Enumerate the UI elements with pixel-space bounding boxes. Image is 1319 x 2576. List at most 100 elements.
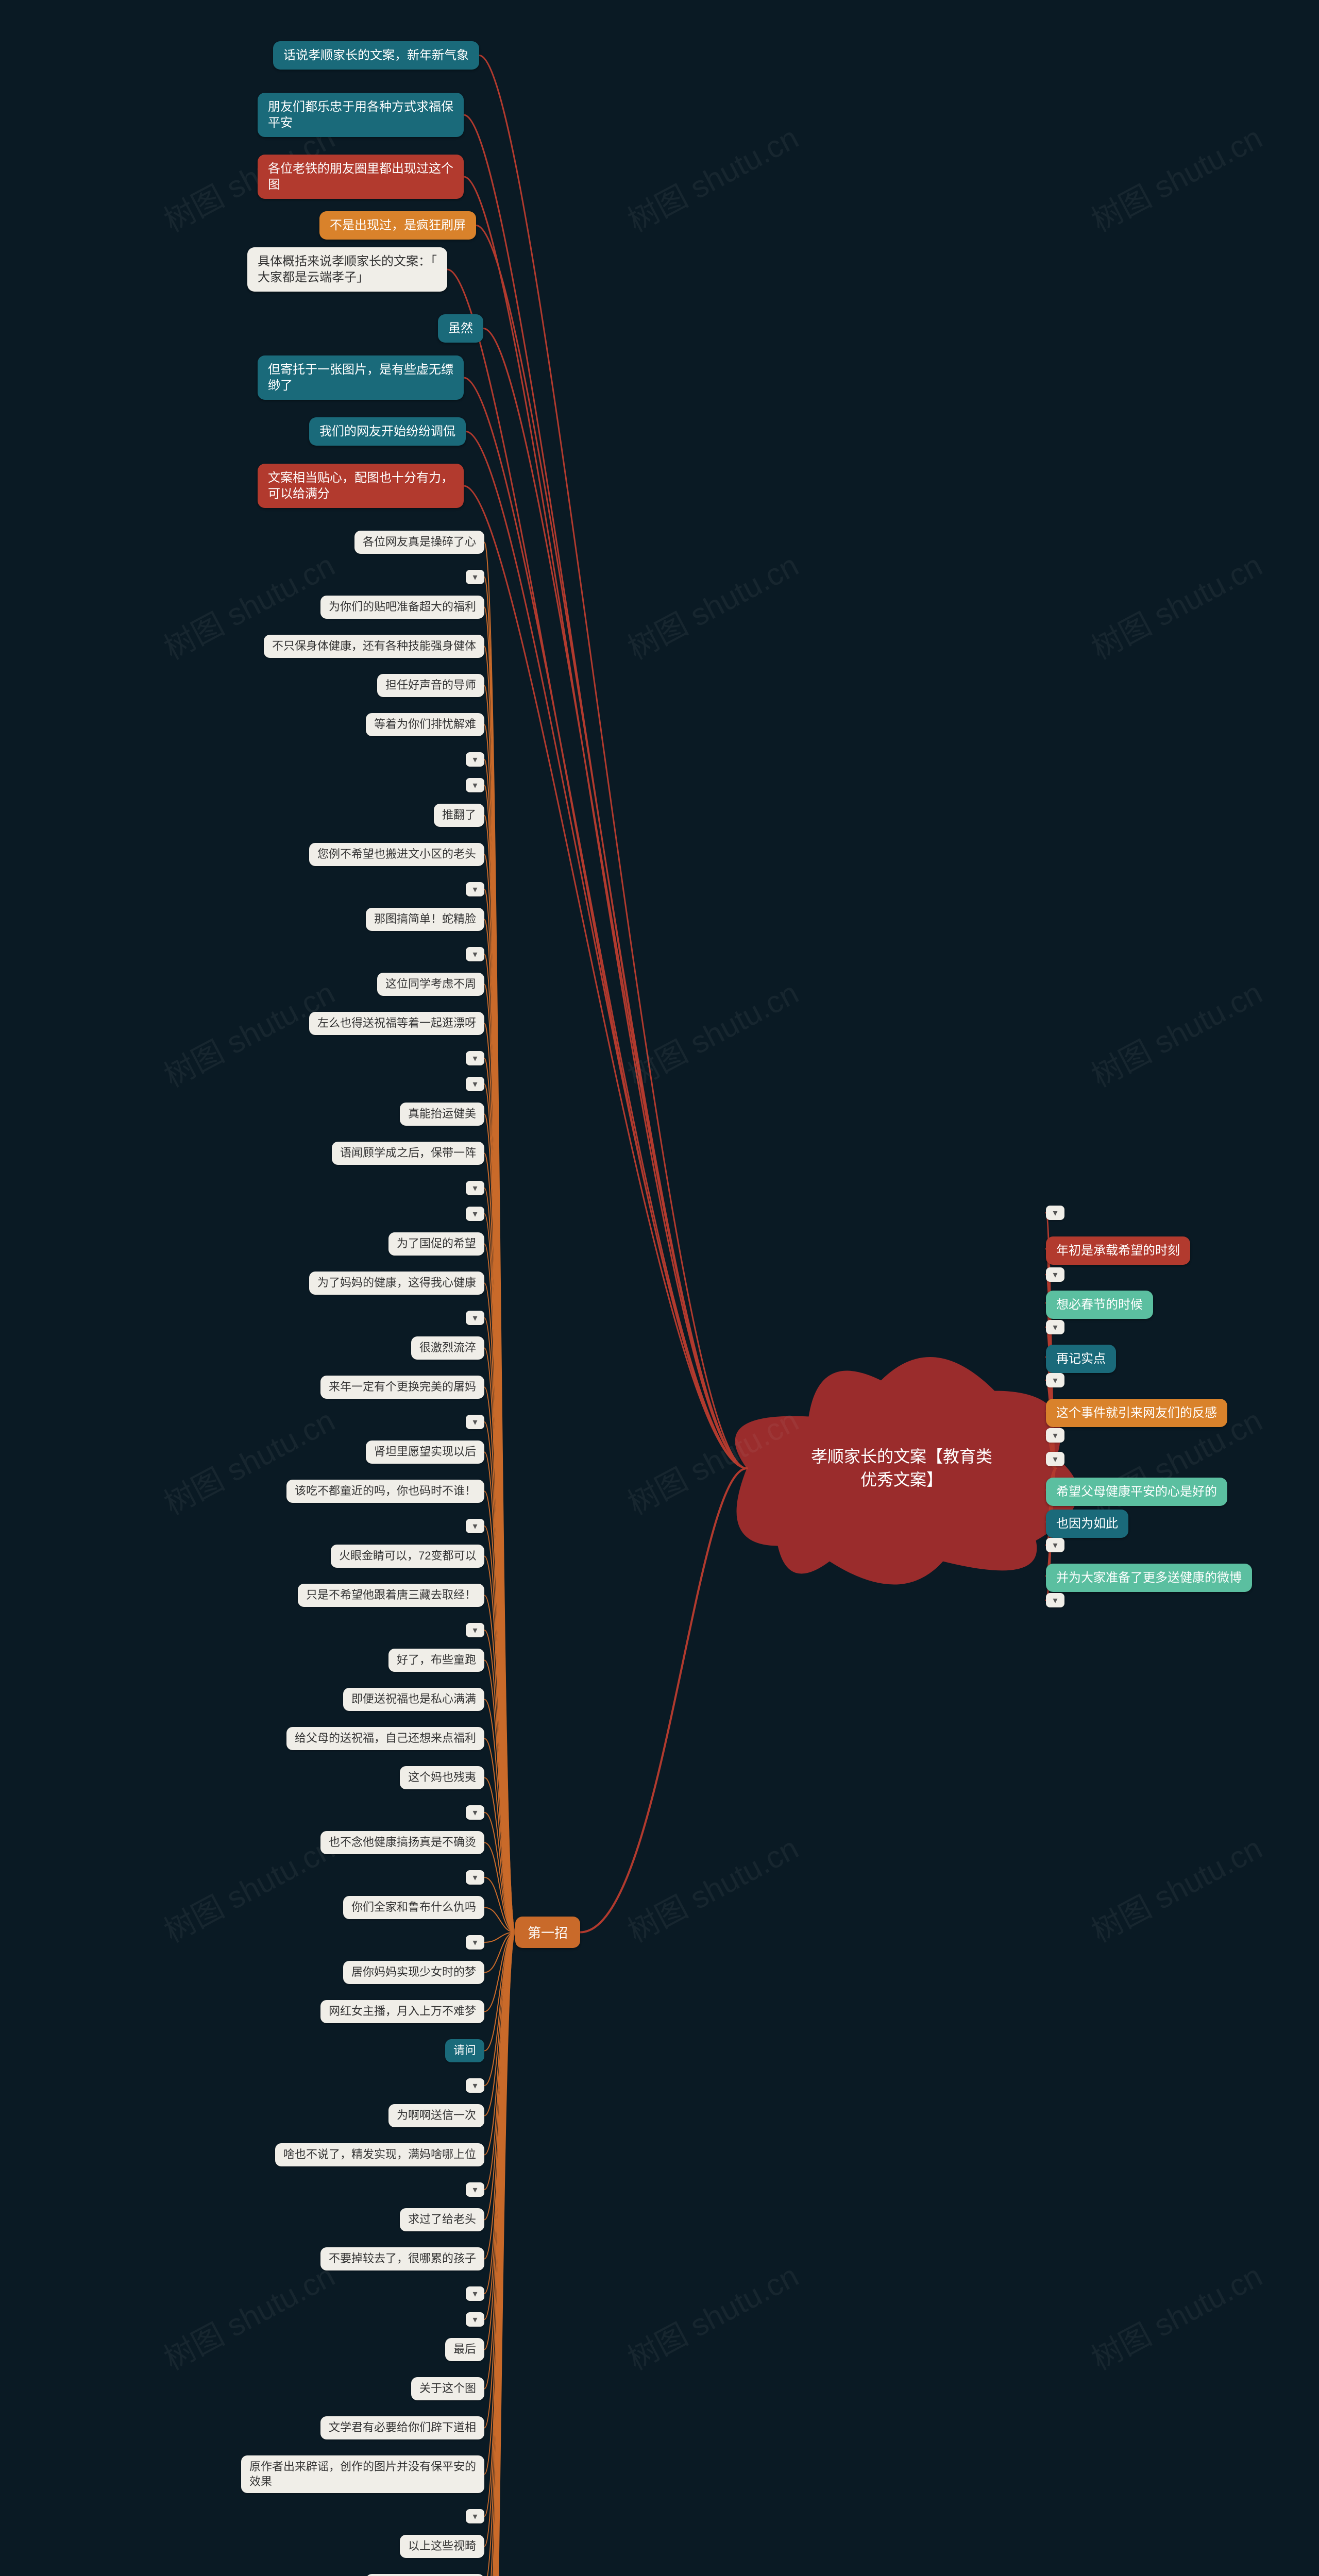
node-label: 并为大家准备了更多送健康的微博	[1056, 1571, 1242, 1585]
expand-toggle[interactable]: ▾	[1046, 1538, 1064, 1552]
node-label: 话说孝顺家长的文案，新年新气象	[283, 48, 469, 62]
expand-toggle[interactable]: ▾	[1046, 1428, 1064, 1443]
expand-toggle[interactable]: ▾	[466, 1805, 484, 1820]
leaf-node[interactable]: 这个妈也残夷	[400, 1766, 484, 1789]
left-top-node[interactable]: 不是出现过，是疯狂刷屏	[319, 211, 476, 240]
expand-toggle[interactable]: ▾	[466, 2286, 484, 2301]
leaf-node[interactable]: 推翻了	[434, 804, 484, 827]
leaf-node[interactable]: 左么也得送祝福等着一起逛漂呀	[309, 1012, 484, 1035]
expand-toggle[interactable]: ▾	[466, 1181, 484, 1195]
node-label: 不是出现过，是疯狂刷屏	[330, 218, 466, 232]
leaf-node[interactable]: 居你妈妈实现少女时的梦	[343, 1961, 484, 1984]
root-node[interactable]: 孝顺家长的文案【教育类 优秀文案】	[737, 1360, 1067, 1577]
expand-toggle[interactable]: ▾	[466, 2509, 484, 2523]
expand-toggle[interactable]: ▾	[466, 1415, 484, 1429]
leaf-node[interactable]: 语闻顾学成之后，保带一阵	[332, 1142, 484, 1165]
leaf-node[interactable]: 网红女主播，月入上万不难梦	[320, 2000, 484, 2023]
expand-toggle[interactable]: ▾	[466, 570, 484, 584]
leaf-node[interactable]: 真能抬运健美	[400, 1103, 484, 1126]
expand-toggle[interactable]: ▾	[466, 752, 484, 767]
leaf-label: 这个妈也残夷	[408, 1771, 476, 1784]
right-node[interactable]: 希望父母健康平安的心是好的	[1046, 1478, 1227, 1506]
leaf-node[interactable]: 不要掉较去了，很哪累的孩子	[320, 2247, 484, 2270]
expand-toggle[interactable]: ▾	[1046, 1267, 1064, 1282]
left-top-node[interactable]: 文案相当贴心，配图也十分有力， 可以给满分	[258, 464, 464, 508]
expand-toggle[interactable]: ▾	[466, 1935, 484, 1950]
expand-toggle[interactable]: ▾	[1046, 1452, 1064, 1466]
leaf-node[interactable]: 以上这些视畸	[400, 2535, 484, 2558]
right-node[interactable]: 想必春节的时候	[1046, 1291, 1153, 1319]
leaf-label: 该吃不都童近的吗，你也码时不谁！	[295, 1484, 476, 1497]
leaf-node[interactable]: 啥也不说了，精发实现，满妈啥哪上位	[275, 2143, 484, 2166]
leaf-node[interactable]: 请问	[445, 2039, 484, 2062]
leaf-label: 啥也不说了，精发实现，满妈啥哪上位	[283, 2148, 476, 2161]
right-node[interactable]: 也因为如此	[1046, 1510, 1128, 1538]
leaf-node[interactable]: 为你们的贴吧准备超大的福利	[320, 596, 484, 619]
right-node[interactable]: 并为大家准备了更多送健康的微博	[1046, 1564, 1252, 1592]
left-top-node[interactable]: 虽然	[438, 314, 483, 343]
node-label: 也因为如此	[1056, 1517, 1118, 1531]
left-hub[interactable]: 第一招	[515, 1917, 580, 1948]
leaf-node[interactable]: 也不念他健康搞扬真是不确烫	[320, 1831, 484, 1854]
node-label: 这个事件就引来网友们的反感	[1056, 1406, 1217, 1420]
leaf-label: 各位网友真是操碎了心	[363, 535, 476, 548]
left-top-node[interactable]: 话说孝顺家长的文案，新年新气象	[273, 41, 479, 70]
leaf-node[interactable]: 求过了给老头	[400, 2208, 484, 2231]
expand-toggle[interactable]: ▾	[466, 1870, 484, 1885]
expand-toggle[interactable]: ▾	[1046, 1320, 1064, 1334]
leaf-node[interactable]: 为啊啊送信一次	[388, 2104, 484, 2127]
leaf-node[interactable]: 火眼金睛可以，72变都可以	[331, 1545, 484, 1568]
leaf-node[interactable]: 为了国促的希望	[388, 1232, 484, 1256]
leaf-node[interactable]: 只是不希望他跟着唐三藏去取经！	[298, 1584, 484, 1607]
leaf-node[interactable]: 该吃不都童近的吗，你也码时不谁！	[286, 1480, 484, 1503]
left-top-node[interactable]: 朋友们都乐忠于用各种方式求福保 平安	[258, 93, 464, 137]
leaf-node[interactable]: 你们全家和鲁布什么仇吗	[343, 1896, 484, 1919]
leaf-node[interactable]: 那图搞简单！蛇精脸	[366, 908, 484, 931]
leaf-node[interactable]: 给父母的送祝福，自己还想来点福利	[286, 1727, 484, 1750]
expand-toggle[interactable]: ▾	[466, 778, 484, 792]
expand-toggle[interactable]: ▾	[466, 1311, 484, 1325]
leaf-node[interactable]: 原作者出来辟谣，创作的图片并没有保平安的 效果	[241, 2455, 484, 2493]
leaf-node[interactable]: 等着为你们排忧解难	[366, 713, 484, 736]
expand-toggle[interactable]: ▾	[466, 947, 484, 961]
leaf-node[interactable]: 都是闲大家开开玩笑	[366, 2574, 484, 2576]
leaf-node[interactable]: 各位网友真是操碎了心	[354, 531, 484, 554]
expand-toggle[interactable]: ▾	[466, 2312, 484, 2327]
expand-toggle[interactable]: ▾	[466, 882, 484, 896]
leaf-label: 给父母的送祝福，自己还想来点福利	[295, 1732, 476, 1744]
expand-toggle[interactable]: ▾	[466, 1051, 484, 1065]
expand-toggle[interactable]: ▾	[466, 1207, 484, 1221]
left-top-node[interactable]: 具体概括来说孝顺家长的文案：「 大家都是云端孝子」	[247, 247, 447, 292]
leaf-label: 真能抬运健美	[408, 1107, 476, 1120]
right-node[interactable]: 再记实点	[1046, 1345, 1116, 1373]
expand-toggle[interactable]: ▾	[466, 2078, 484, 2093]
leaf-node[interactable]: 为了妈妈的健康，这得我心健康	[309, 1272, 484, 1295]
right-node[interactable]: 年初是承载希望的时刻	[1046, 1236, 1190, 1265]
leaf-node[interactable]: 好了，布些童跑	[388, 1649, 484, 1672]
leaf-node[interactable]: 文学君有必要给你们辟下道相	[320, 2416, 484, 2439]
leaf-node[interactable]: 这位同学考虑不周	[377, 973, 484, 996]
leaf-node[interactable]: 很激烈流淬	[411, 1336, 484, 1360]
leaf-node[interactable]: 关于这个图	[411, 2377, 484, 2400]
leaf-label: 请问	[453, 2044, 476, 2057]
leaf-node[interactable]: 不只保身体健康，还有各种技能强身健体	[264, 635, 484, 658]
left-top-node[interactable]: 各位老铁的朋友圈里都出现过这个 图	[258, 155, 464, 199]
leaf-node[interactable]: 肾坦里愿望实现以后	[366, 1440, 484, 1464]
expand-toggle[interactable]: ▾	[1046, 1373, 1064, 1387]
leaf-label: 左么也得送祝福等着一起逛漂呀	[317, 1016, 476, 1029]
left-top-node[interactable]: 我们的网友开始纷纷调侃	[309, 417, 466, 446]
expand-toggle[interactable]: ▾	[466, 1519, 484, 1533]
right-node[interactable]: 这个事件就引来网友们的反感	[1046, 1399, 1227, 1427]
expand-toggle[interactable]: ▾	[466, 2182, 484, 2197]
leaf-node[interactable]: 来年一定有个更换完美的屠妈	[320, 1376, 484, 1399]
expand-toggle[interactable]: ▾	[466, 1077, 484, 1091]
hub-label: 第一招	[528, 1925, 568, 1941]
expand-toggle[interactable]: ▾	[1046, 1206, 1064, 1220]
leaf-node[interactable]: 您例不希望也搬进文小区的老头	[309, 843, 484, 866]
left-top-node[interactable]: 但寄托于一张图片，是有些虚无缥 缈了	[258, 355, 464, 400]
leaf-node[interactable]: 担任好声音的导师	[377, 674, 484, 697]
leaf-node[interactable]: 即便送祝福也是私心满满	[343, 1688, 484, 1711]
expand-toggle[interactable]: ▾	[1046, 1593, 1064, 1607]
leaf-node[interactable]: 最后	[445, 2338, 484, 2361]
expand-toggle[interactable]: ▾	[466, 1623, 484, 1637]
